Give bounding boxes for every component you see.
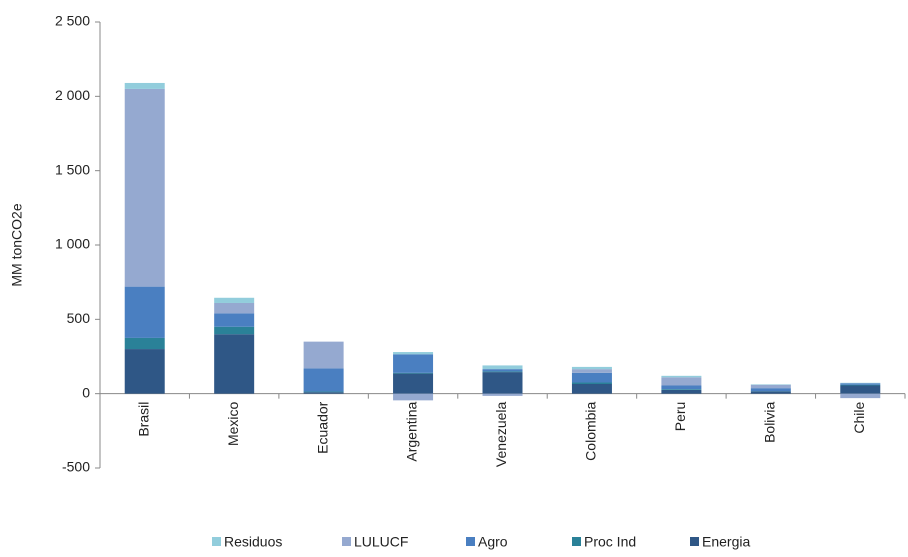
x-tick-label: Colombia	[583, 401, 599, 460]
x-tick-label: Brasil	[135, 402, 151, 437]
bar-segment	[572, 367, 612, 369]
bar-segment	[661, 385, 701, 389]
bar-segment	[840, 385, 880, 393]
legend-label: LULUCF	[354, 534, 408, 550]
bar-segment	[572, 383, 612, 384]
legend-swatch	[690, 537, 699, 546]
bar-segment	[751, 388, 791, 391]
x-tick-label: Argentina	[404, 401, 420, 461]
y-tick-label: -500	[62, 459, 90, 475]
bar-segment	[214, 313, 254, 326]
bar-segment	[304, 368, 344, 391]
x-tick-label: Venezuela	[493, 401, 509, 467]
y-tick-label: 2 000	[55, 87, 90, 103]
bar-segment	[393, 354, 433, 373]
bar-segment	[214, 327, 254, 334]
bar-segment	[214, 334, 254, 393]
bar-segment	[393, 352, 433, 354]
bar-segment	[393, 394, 433, 401]
bar-segment	[840, 394, 880, 398]
legend-swatch	[466, 537, 475, 546]
bar-segment	[393, 374, 433, 394]
legend-swatch	[342, 537, 351, 546]
bar-segment	[125, 338, 165, 349]
y-tick-label: 2 500	[55, 13, 90, 29]
y-axis-label: MM tonCO2e	[9, 203, 25, 286]
legend-label: Residuos	[224, 534, 282, 550]
bar-segment	[125, 287, 165, 338]
bar-segment	[393, 373, 433, 374]
legend-label: Agro	[478, 534, 508, 550]
bar-segment	[125, 89, 165, 287]
bar-segment	[304, 392, 344, 393]
bar-segment	[214, 298, 254, 303]
bar-segment	[483, 372, 523, 394]
bar-segment	[304, 391, 344, 392]
bar-segment	[483, 365, 523, 369]
legend-swatch	[212, 537, 221, 546]
bar-segment	[751, 391, 791, 393]
x-tick-label: Peru	[672, 402, 688, 432]
bar-segment	[214, 303, 254, 313]
y-tick-label: 500	[67, 310, 91, 326]
y-tick-label: 1 500	[55, 161, 90, 177]
bar-segment	[125, 83, 165, 89]
bar-segment	[661, 376, 701, 377]
bar-segment	[661, 390, 701, 394]
bar-segment	[304, 342, 344, 369]
bar-segment	[483, 394, 523, 396]
bar-segment	[840, 383, 880, 384]
x-tick-label: Ecuador	[314, 401, 330, 453]
bar-segment	[751, 385, 791, 388]
bar-segment	[661, 389, 701, 390]
bar-segment	[572, 384, 612, 394]
bar-segment	[661, 377, 701, 385]
bar-segment	[483, 369, 523, 371]
bar-segment	[125, 349, 165, 394]
legend-label: Proc Ind	[584, 534, 636, 550]
legend-swatch	[572, 537, 581, 546]
x-tick-label: Mexico	[225, 401, 241, 446]
legend-label: Energia	[702, 534, 750, 550]
bar-segment	[572, 373, 612, 383]
bar-segment	[483, 371, 523, 372]
x-tick-label: Bolivia	[762, 401, 778, 442]
y-tick-label: 1 000	[55, 236, 90, 252]
bar-segment	[840, 385, 880, 386]
y-tick-label: 0	[82, 384, 90, 400]
x-tick-label: Chile	[851, 401, 867, 433]
bar-segment	[572, 369, 612, 373]
